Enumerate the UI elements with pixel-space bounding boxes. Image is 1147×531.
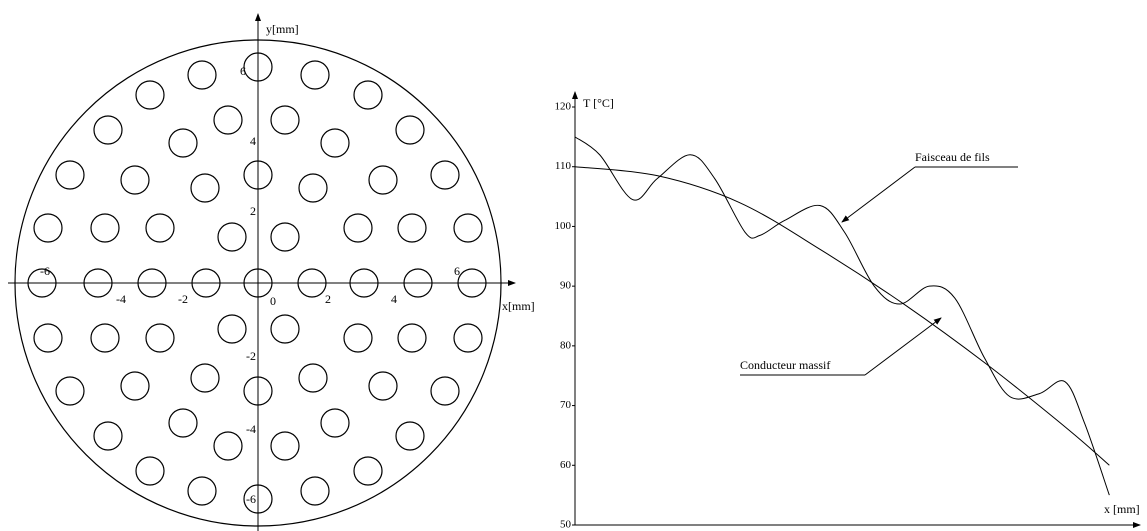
wire [187, 60, 217, 90]
y-tick-label: 100 [555, 220, 572, 232]
wire [55, 160, 85, 190]
wire [137, 268, 167, 298]
wire [320, 128, 350, 158]
wire [243, 160, 273, 190]
wire [353, 456, 383, 486]
wire [453, 213, 483, 243]
wire [430, 376, 460, 406]
wire [120, 165, 150, 195]
wire [453, 323, 483, 353]
wire [145, 323, 175, 353]
wire [243, 376, 273, 406]
wire [90, 213, 120, 243]
wire [33, 213, 63, 243]
wire [297, 268, 327, 298]
y-tick-label: 50 [560, 519, 572, 531]
chart: T [°C] x [mm] Faisceau de fils Conducteu… [555, 91, 1141, 531]
wire [135, 456, 165, 486]
wire [187, 476, 217, 506]
annotation: Faisceau de fils [915, 150, 990, 164]
wire [395, 421, 425, 451]
y-tick-label: 70 [560, 399, 572, 411]
wire [213, 105, 243, 135]
wire [27, 268, 57, 298]
wire [168, 408, 198, 438]
y-tick-label: 6 [240, 64, 246, 78]
wire [368, 371, 398, 401]
wire [343, 213, 373, 243]
wire [217, 314, 247, 344]
y-tick-label: 60 [560, 459, 572, 471]
wire [243, 52, 273, 82]
x-tick-label: 4 [391, 292, 397, 306]
wire [190, 363, 220, 393]
wire [320, 408, 350, 438]
wire [368, 165, 398, 195]
wire [270, 105, 300, 135]
y-tick-label: 2 [250, 204, 256, 218]
y-tick-label: -6 [246, 492, 256, 506]
line [574, 166, 1110, 466]
annotation-arrow [864, 317, 942, 376]
wire [270, 431, 300, 461]
wire [300, 476, 330, 506]
x-axis-label: x[mm] [502, 299, 535, 313]
x-tick-label: -4 [116, 292, 126, 306]
wire [397, 323, 427, 353]
wire [353, 80, 383, 110]
line [574, 136, 1110, 496]
wire [168, 128, 198, 158]
wire [243, 268, 273, 298]
y-tick-label: 120 [555, 101, 572, 113]
cross-section: y[mm] x[mm] -6 -4 -2 0 2 4 6 6 4 2 -2 -4… [8, 13, 535, 531]
wire [349, 268, 379, 298]
wire [243, 484, 273, 514]
annotation-arrow [841, 166, 916, 223]
wire [397, 213, 427, 243]
wire [55, 376, 85, 406]
wire [93, 421, 123, 451]
wire [213, 431, 243, 461]
y-tick-label: 110 [555, 160, 572, 172]
x-tick-label: -2 [178, 292, 188, 306]
wire [430, 160, 460, 190]
wire [191, 268, 221, 298]
wire [217, 222, 247, 252]
wire [83, 268, 113, 298]
wire [145, 213, 175, 243]
wire [300, 60, 330, 90]
wire [190, 173, 220, 203]
wire [395, 115, 425, 145]
wire [33, 323, 63, 353]
wire [403, 268, 433, 298]
x-tick-label: -6 [40, 264, 50, 278]
wire [298, 363, 328, 393]
y-tick-label: -2 [246, 349, 256, 363]
wire [298, 173, 328, 203]
x-tick-label: 0 [270, 294, 276, 308]
wire [270, 314, 300, 344]
wire [135, 80, 165, 110]
wire [90, 323, 120, 353]
annotation: Conducteur massif [740, 358, 830, 372]
x-axis-label: x [mm] [1104, 502, 1140, 516]
y-tick-label: 90 [560, 280, 572, 292]
wire [270, 222, 300, 252]
x-tick-label: 6 [454, 264, 460, 278]
y-tick-label: 80 [560, 339, 572, 351]
wire [120, 371, 150, 401]
y-axis-label: y[mm] [266, 22, 299, 36]
x-tick-label: 2 [325, 292, 331, 306]
y-tick-label: -4 [246, 422, 256, 436]
wire [343, 323, 373, 353]
y-axis-label: T [°C] [583, 96, 614, 110]
y-tick-label: 4 [250, 134, 256, 148]
wire [93, 115, 123, 145]
wire [457, 268, 487, 298]
